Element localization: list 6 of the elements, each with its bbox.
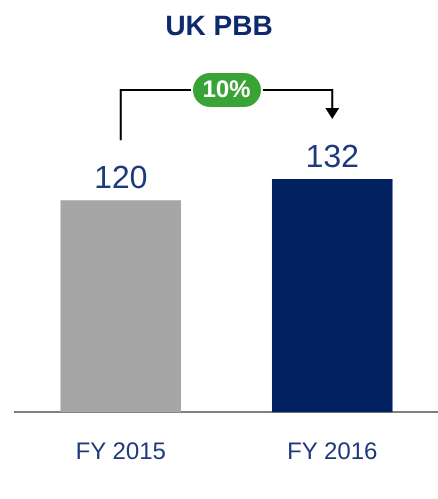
x-tick-label: FY 2016 (287, 438, 378, 466)
data-label: 132 (306, 138, 359, 174)
text: 10% (190, 71, 263, 109)
x-tick-label: FY 2015 (76, 438, 166, 466)
chart-title: UK PBB (164, 10, 274, 42)
data-label: 120 (94, 159, 148, 196)
